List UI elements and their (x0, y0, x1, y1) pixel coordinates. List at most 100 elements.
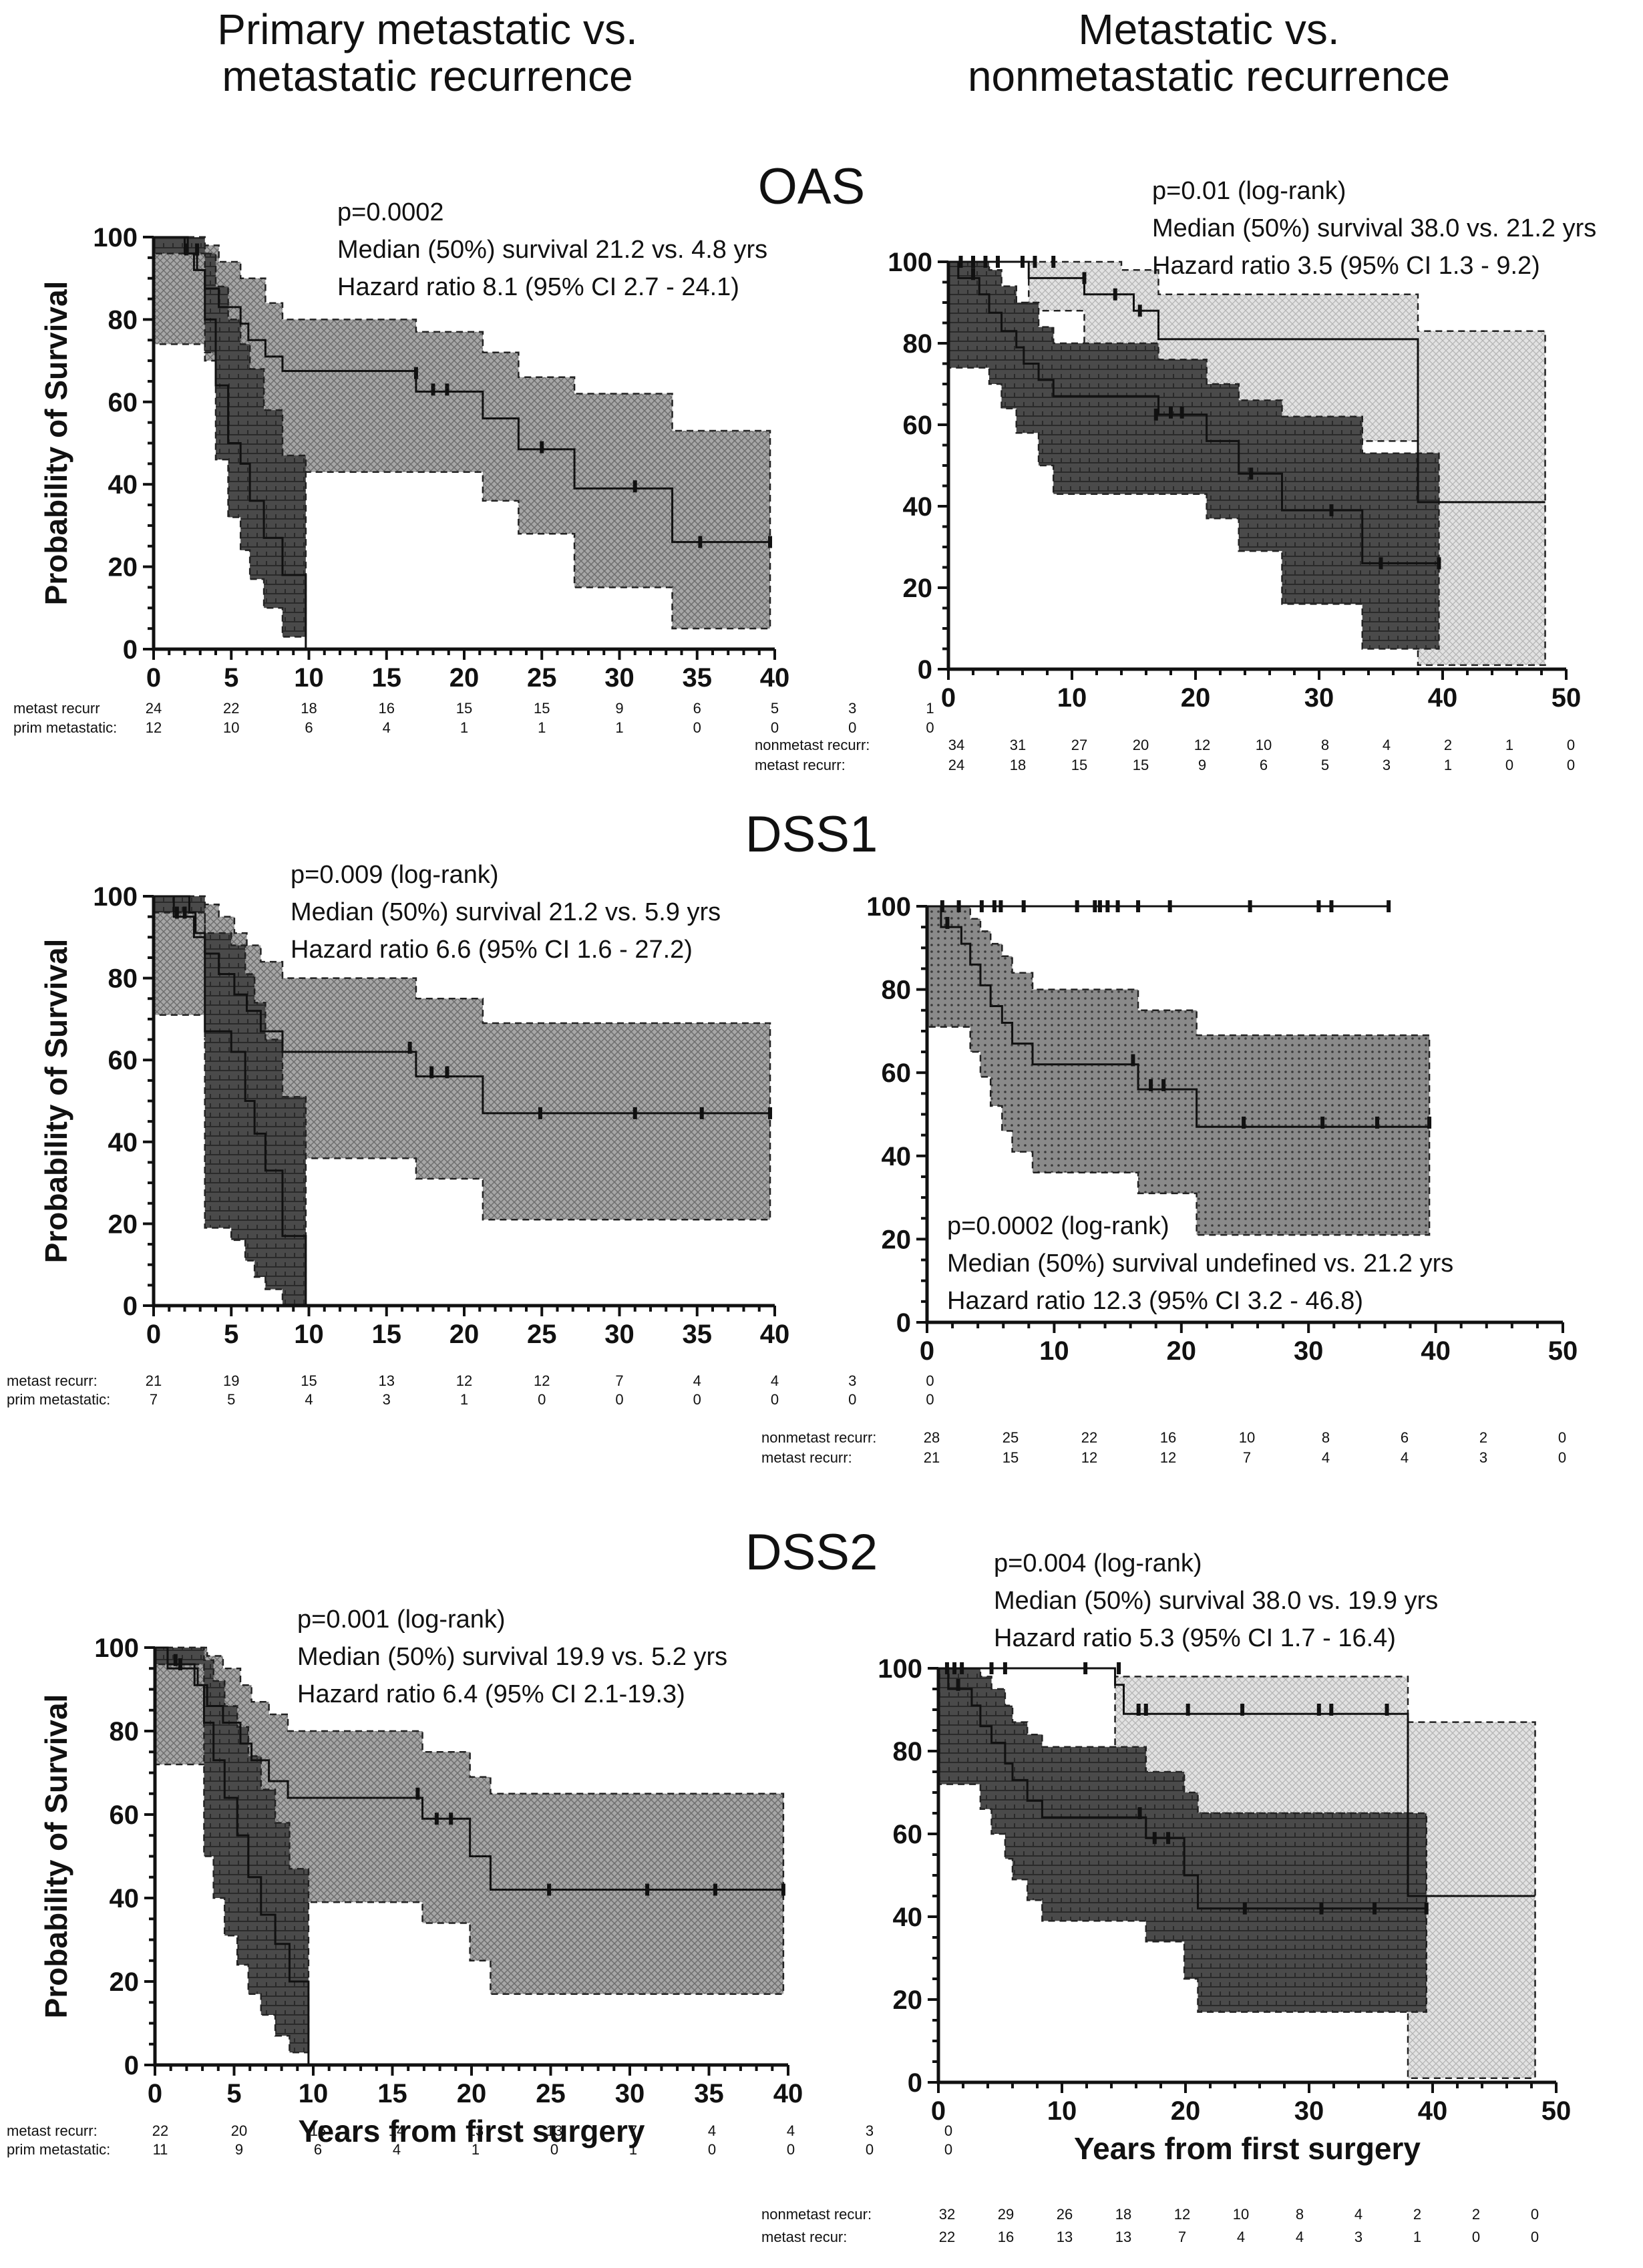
x-tick-label: 0 (146, 663, 161, 693)
x-tick-label: 50 (1551, 683, 1582, 713)
risk-table-row-label: metast recurr: (7, 1372, 98, 1389)
y-tick-label: 0 (918, 655, 932, 685)
risk-table-cell: 34 (948, 737, 964, 753)
y-tick-label: 20 (882, 1225, 912, 1254)
risk-table-cell: 1 (629, 2141, 637, 2158)
y-tick-label: 20 (108, 1209, 138, 1239)
ci-band-prim-metastatic (152, 236, 307, 638)
stat-annotation: p=0.004 (log-rank) (994, 1549, 1202, 1577)
y-tick-label: 80 (893, 1737, 923, 1766)
y-tick-label: 40 (903, 492, 933, 522)
stat-annotation: Median (50%) survival 21.2 vs. 5.9 yrs (291, 898, 721, 926)
risk-table-cell: 3 (383, 1391, 391, 1408)
risk-table-cell: 0 (1558, 1449, 1566, 1466)
left-column-title-line1: Primary metastatic vs. (217, 5, 637, 53)
risk-table-cell: 25 (1002, 1429, 1019, 1446)
risk-table-cell: 4 (708, 2122, 716, 2139)
x-tick-label: 25 (527, 663, 557, 693)
ci-band-metast-recur (937, 1667, 1427, 2013)
risk-table-cell: 3 (1354, 2229, 1362, 2245)
y-tick-label: 80 (903, 329, 933, 359)
y-axis-title: Probability of Survival (39, 939, 73, 1264)
risk-table-cell: 2 (1444, 737, 1452, 753)
risk-table-cell: 29 (998, 2206, 1014, 2223)
risk-table-cell: 4 (383, 719, 391, 736)
risk-table-cell: 6 (693, 700, 701, 717)
y-tick-label: 0 (123, 635, 138, 665)
risk-table-cell: 27 (1071, 737, 1087, 753)
risk-table-row-label: prim metastatic: (7, 2141, 110, 2158)
risk-table-cell: 0 (1558, 1429, 1566, 1446)
survival-curve-metast-recurr (155, 1646, 783, 1891)
risk-table-cell: 0 (1531, 2206, 1539, 2223)
risk-table-row-label: metast recurr (13, 700, 100, 717)
x-tick-label: 40 (773, 2079, 803, 2108)
risk-table-cell: 0 (944, 2141, 952, 2158)
risk-table-cell: 8 (1321, 737, 1329, 753)
y-tick-label: 40 (108, 1128, 138, 1157)
y-tick-label: 60 (108, 388, 138, 417)
risk-table-cell: 13 (1057, 2229, 1073, 2245)
stat-annotation: Hazard ratio 3.5 (95% CI 1.3 - 9.2) (1152, 252, 1540, 280)
risk-table-cell: 2 (1479, 1429, 1487, 1446)
risk-table-cell: 0 (550, 2141, 558, 2158)
x-tick-label: 0 (931, 2096, 946, 2126)
risk-table-cell: 4 (1296, 2229, 1304, 2245)
risk-table-cell: 8 (1296, 2206, 1304, 2223)
risk-table-cell: 12 (146, 719, 162, 736)
x-tick-label: 10 (1039, 1336, 1069, 1366)
risk-table-cell: 4 (1354, 2206, 1362, 2223)
risk-table-cell: 1 (460, 719, 468, 736)
survival-curve-prim-metastatic (154, 895, 307, 1306)
x-tick-label: 0 (148, 2079, 162, 2108)
risk-table-cell: 4 (771, 1372, 779, 1389)
risk-table-cell: 2 (1413, 2206, 1421, 2223)
ci-band-nonmetast-recur (938, 1667, 1536, 2080)
x-tick-label: 5 (224, 663, 238, 693)
risk-table-cell: 22 (939, 2229, 955, 2245)
x-tick-label: 10 (1047, 2096, 1077, 2126)
risk-table-cell: 7 (615, 1372, 623, 1389)
risk-table-cell: 1 (1413, 2229, 1421, 2245)
x-tick-label: 10 (1057, 683, 1087, 713)
risk-table-cell: 14 (389, 2122, 405, 2139)
risk-table-cell: 0 (693, 1391, 701, 1408)
risk-table-cell: 0 (926, 1372, 934, 1389)
y-tick-label: 60 (893, 1820, 923, 1849)
y-tick-label: 100 (94, 1634, 139, 1663)
y-tick-label: 100 (93, 882, 138, 912)
x-tick-label: 20 (457, 2079, 487, 2108)
x-tick-label: 30 (604, 663, 634, 693)
survival-curve-metast-recurr (154, 895, 771, 1115)
risk-table-cell: 5 (1321, 757, 1329, 773)
y-tick-label: 60 (903, 411, 933, 440)
x-tick-label: 20 (449, 1320, 480, 1349)
x-tick-label: 35 (683, 663, 713, 693)
y-tick-label: 40 (882, 1142, 912, 1171)
ci-band-metast-recurr (947, 260, 1440, 650)
risk-table-cell: 6 (314, 2141, 322, 2158)
risk-table-cell: 1 (926, 700, 934, 717)
risk-table-cell: 13 (546, 2122, 562, 2139)
risk-table-cell: 12 (456, 1372, 472, 1389)
risk-table-cell: 22 (1081, 1429, 1097, 1446)
risk-table-cell: 7 (150, 1391, 158, 1408)
risk-table-cell: 7 (1243, 1449, 1251, 1466)
risk-table-cell: 22 (223, 700, 239, 717)
risk-table-cell: 1 (472, 2141, 480, 2158)
risk-table-cell: 26 (1057, 2206, 1073, 2223)
y-tick-label: 40 (108, 470, 138, 500)
risk-table-cell: 10 (1233, 2206, 1249, 2223)
risk-table-cell: 12 (1194, 737, 1210, 753)
stat-annotation: Median (50%) survival 19.9 vs. 5.2 yrs (297, 1643, 727, 1671)
risk-table-cell: 15 (1133, 757, 1149, 773)
stat-annotation: Hazard ratio 6.4 (95% CI 2.1-19.3) (297, 1680, 685, 1708)
risk-table-cell: 0 (848, 719, 856, 736)
risk-table-cell: 10 (1256, 737, 1272, 753)
risk-table-cell: 0 (1531, 2229, 1539, 2245)
risk-table-cell: 4 (693, 1372, 701, 1389)
risk-table-cell: 12 (1081, 1449, 1097, 1466)
stat-annotation: p=0.01 (log-rank) (1152, 177, 1346, 205)
risk-table-cell: 18 (1115, 2206, 1131, 2223)
